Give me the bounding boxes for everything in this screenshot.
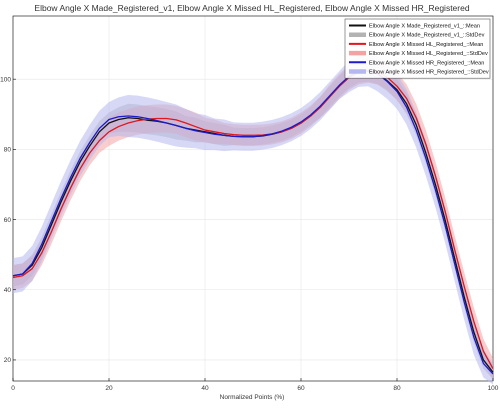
- mean-line-2: [12, 69, 494, 375]
- legend-label-1: Elbow Angle X Made_Registered_v1_::StdDe…: [369, 33, 485, 39]
- legend-label-3: Elbow Angle X Missed HL_Registered_::Std…: [369, 51, 488, 57]
- y-tick-label-3: 80: [4, 147, 12, 154]
- legend-box: [344, 18, 491, 79]
- mean-line-1: [12, 69, 494, 370]
- x-tick-label-1: 20: [105, 385, 113, 392]
- legend-label-0: Elbow Angle X Made_Registered_v1_::Mean: [369, 24, 480, 30]
- chart-title: Elbow Angle X Made_Registered_v1, Elbow …: [34, 3, 469, 13]
- y-tick-label-2: 60: [4, 217, 12, 224]
- legend-label-2: Elbow Angle X Missed HL_Registered_::Mea…: [369, 42, 483, 48]
- y-tick-label-1: 40: [4, 287, 12, 294]
- std-band-0: [13, 60, 493, 380]
- plot-frame: [12, 15, 494, 382]
- x-axis-ticks: 0 20 40 60 80 100: [11, 378, 499, 392]
- legend: Elbow Angle X Made_Registered_v1_::MeanE…: [344, 18, 491, 79]
- std-bands: [13, 54, 493, 385]
- x-tick-label-5: 100: [488, 385, 499, 392]
- std-band-1: [13, 58, 493, 380]
- y-axis-ticks: 20 40 60 80 100: [0, 76, 16, 364]
- legend-label-5: Elbow Angle X Missed HR_Registered_::Std…: [369, 70, 489, 76]
- x-tick-label-4: 80: [393, 385, 401, 392]
- y-tick-label-0: 20: [4, 357, 12, 364]
- legend-label-4: Elbow Angle X Missed HR_Registered_::Mea…: [369, 60, 484, 66]
- x-axis-label: Normalized Points (%): [220, 394, 285, 401]
- x-tick-label-2: 40: [201, 385, 209, 392]
- x-tick-label-3: 60: [297, 385, 305, 392]
- mean-line-0: [12, 70, 494, 373]
- x-tick-label-0: 0: [11, 385, 15, 392]
- y-tick-label-4: 100: [0, 76, 11, 83]
- mean-lines: [12, 69, 494, 375]
- std-band-2: [13, 54, 493, 385]
